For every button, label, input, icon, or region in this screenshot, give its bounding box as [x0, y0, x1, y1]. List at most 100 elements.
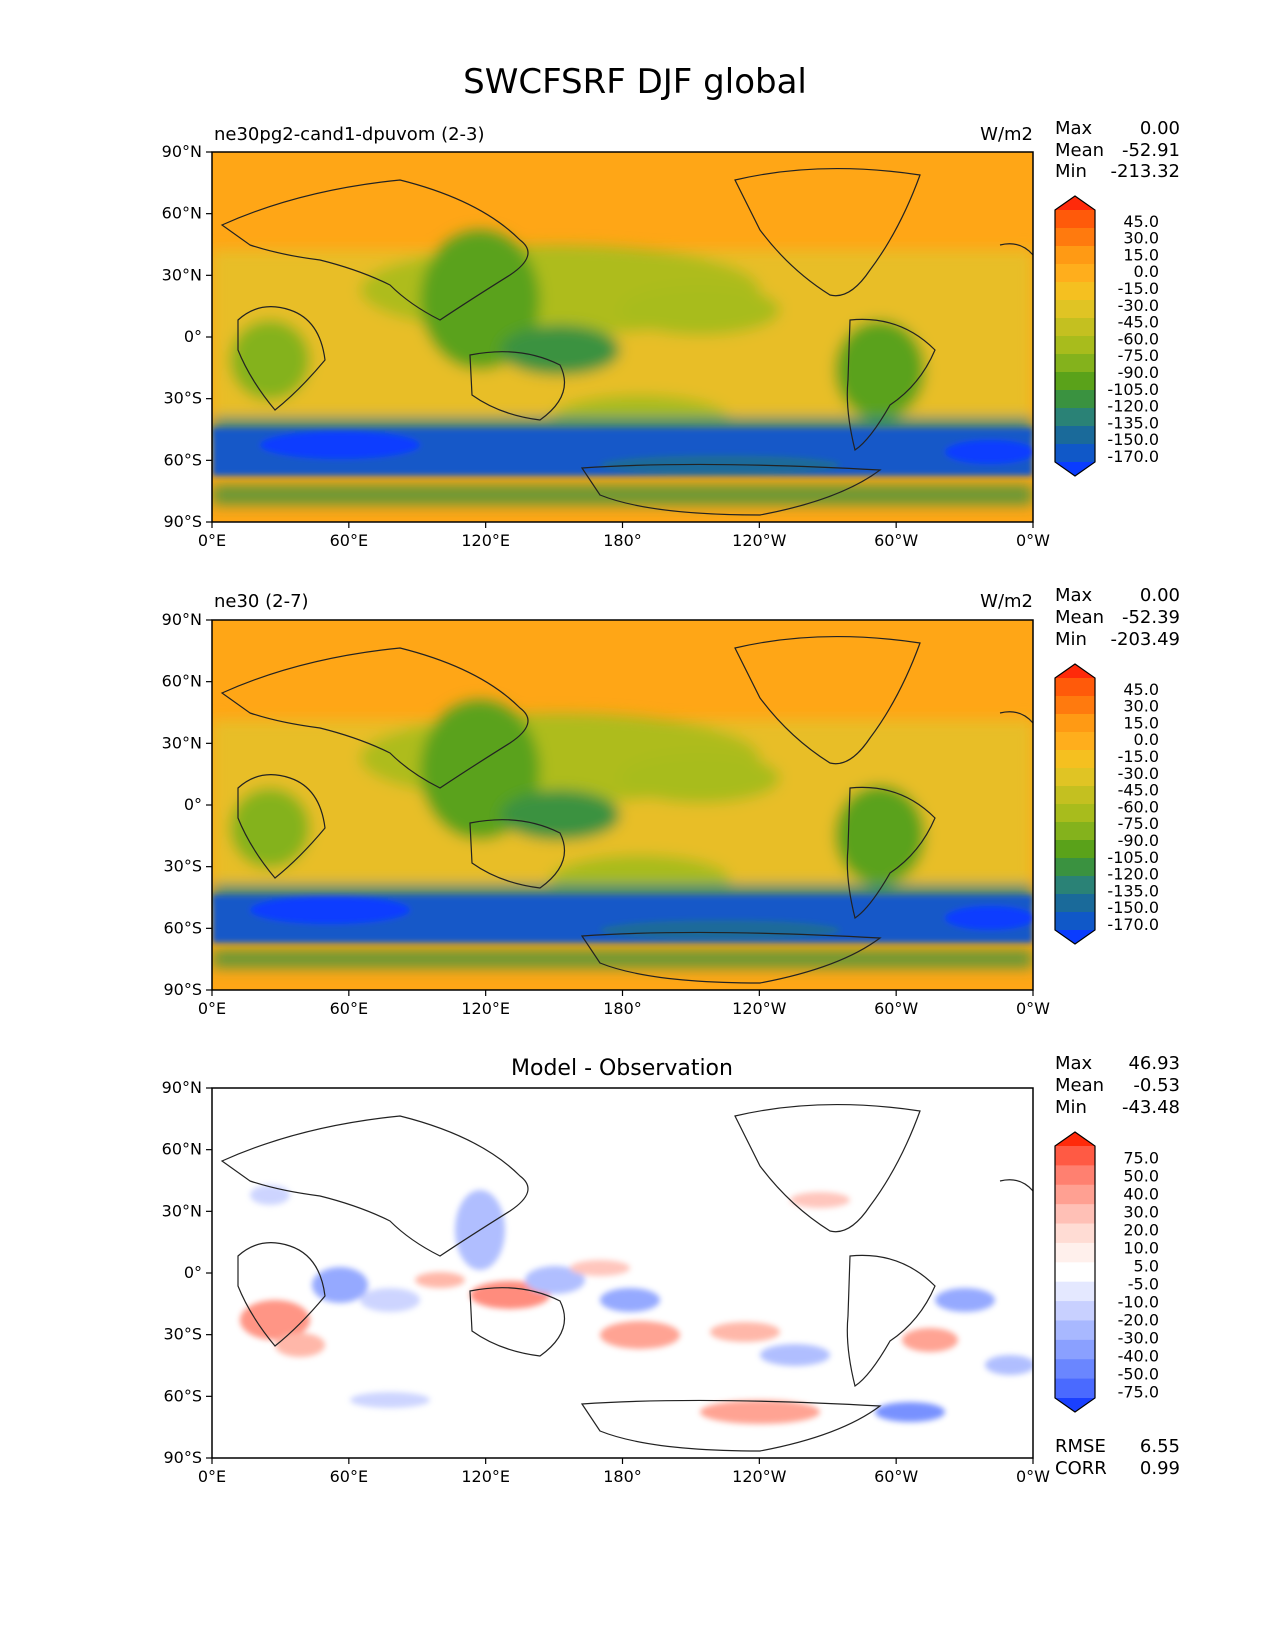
- colorbar-label: -170.0: [1107, 447, 1159, 466]
- panel-1-colorbar: 45.030.015.00.0-15.0-30.0-45.0-60.0-75.0…: [1054, 195, 1159, 477]
- y-tick-label: 90°S: [163, 980, 202, 999]
- panel-3-stat-corr-label: CORR: [1055, 1458, 1107, 1479]
- panel-2-stat-min-label: Min: [1055, 629, 1087, 650]
- y-tick-label: 60°S: [163, 1386, 202, 1405]
- panel-3-axes: 0°E 60°E 120°E 180° 120°W 60°W 0°W 90°N 60°N 30°N…: [162, 1078, 1051, 1486]
- colorbar-label: -15.0: [1118, 747, 1159, 766]
- colorbar-swatch: [1055, 444, 1095, 463]
- panel-3-stats: Max 46.93 Mean -0.53 Min -43.48 RMSE 6.5…: [1055, 1053, 1180, 1479]
- panel-2-colorbar: 45.030.015.00.0-15.0-30.0-45.0-60.0-75.0…: [1054, 663, 1159, 945]
- panel-3: Model - Observation: [211, 1053, 1180, 1479]
- y-tick-label: 60°N: [162, 1140, 202, 1159]
- y-tick-label: 90°S: [163, 1448, 202, 1467]
- colorbar-label: -30.0: [1118, 1329, 1159, 1348]
- y-tick-label: 0°: [184, 1263, 202, 1282]
- y-tick-label: 60°S: [163, 918, 202, 937]
- panel-1-stat-max-label: Max: [1055, 118, 1093, 139]
- colorbar-swatch: [1055, 1378, 1095, 1399]
- colorbar-label: -135.0: [1107, 413, 1159, 432]
- panel-2-coastlines: [220, 635, 1033, 984]
- panel-2-stat-mean-value: -52.39: [1122, 607, 1180, 628]
- colorbar-extend-bottom: [1055, 1398, 1095, 1412]
- axes-layer: 0°E 60°E 120°E 180° 120°W 60°W 0°W 90°N 60°N 30°N…: [162, 142, 1051, 1486]
- colorbar-label: -120.0: [1107, 397, 1159, 416]
- colorbar-label: -120.0: [1107, 865, 1159, 884]
- colorbar-swatch: [1055, 750, 1095, 769]
- panel-3-stat-rmse-label: RMSE: [1055, 1436, 1106, 1457]
- x-tick-label: 0°W: [1016, 531, 1050, 550]
- colorbar-label: 75.0: [1123, 1149, 1159, 1168]
- colorbar-label: -60.0: [1118, 797, 1159, 816]
- colorbar-layer: 45.030.015.00.0-15.0-30.0-45.0-60.0-75.0…: [1054, 195, 1159, 1413]
- colorbar-label: -30.0: [1118, 764, 1159, 783]
- colorbar-label: -90.0: [1118, 363, 1159, 382]
- colorbar-swatch: [1055, 1223, 1095, 1244]
- colorbar-label: 30.0: [1123, 697, 1159, 716]
- colorbar-swatch: [1055, 1359, 1095, 1380]
- colorbar-label: 40.0: [1123, 1185, 1159, 1204]
- x-tick-label: 60°E: [330, 1467, 368, 1486]
- panel-1-stat-max-value: 0.00: [1140, 118, 1180, 139]
- colorbar-label: -135.0: [1107, 881, 1159, 900]
- figure-title: SWCFSRF DJF global: [463, 62, 807, 102]
- y-tick-label: 0°: [184, 795, 202, 814]
- colorbar-extend-top: [1055, 196, 1095, 210]
- x-tick-label: 60°W: [874, 999, 918, 1018]
- x-tick-label: 60°E: [330, 999, 368, 1018]
- colorbar-label: -75.0: [1118, 814, 1159, 833]
- colorbar-swatch: [1055, 1242, 1095, 1263]
- y-tick-label: 90°S: [163, 512, 202, 531]
- x-tick-label: 60°W: [874, 1467, 918, 1486]
- colorbar-label: -105.0: [1107, 380, 1159, 399]
- panel-1-map: [212, 152, 1033, 522]
- y-tick-label: 30°S: [163, 389, 202, 408]
- colorbar-swatch: [1055, 1339, 1095, 1360]
- x-tick-label: 0°E: [198, 1467, 226, 1486]
- colorbar-label: -170.0: [1107, 915, 1159, 934]
- colorbar-swatch: [1055, 372, 1095, 391]
- panel-3-stat-mean-label: Mean: [1055, 1075, 1104, 1096]
- panel-1-stat-mean-value: -52.91: [1122, 140, 1180, 161]
- colorbar-label: -150.0: [1107, 430, 1159, 449]
- y-tick-label: 90°N: [162, 142, 202, 161]
- colorbar-label: 0.0: [1134, 730, 1159, 749]
- x-tick-label: 60°E: [330, 531, 368, 550]
- panel-1-stat-min-label: Min: [1055, 161, 1087, 182]
- colorbar-swatch: [1055, 876, 1095, 895]
- colorbar-swatch: [1055, 786, 1095, 805]
- panel-2-stat-max-value: 0.00: [1140, 585, 1180, 606]
- colorbar-extend-top: [1055, 1132, 1095, 1146]
- colorbar-swatch: [1055, 894, 1095, 913]
- colorbar-label: -60.0: [1118, 329, 1159, 348]
- colorbar-outline: [1054, 663, 1096, 945]
- colorbar-swatch: [1055, 300, 1095, 319]
- colorbar-label: 45.0: [1123, 212, 1159, 231]
- panel-3-coastlines: [220, 1103, 1033, 1452]
- colorbar-label: 30.0: [1123, 229, 1159, 248]
- colorbar-swatch: [1055, 1184, 1095, 1205]
- colorbar-label: -45.0: [1118, 781, 1159, 800]
- panel-1-coastlines: [220, 167, 1033, 516]
- colorbar-label: 50.0: [1123, 1167, 1159, 1186]
- colorbar-label: -75.0: [1118, 346, 1159, 365]
- colorbar-swatch: [1055, 678, 1095, 697]
- colorbar-label: 10.0: [1123, 1239, 1159, 1258]
- y-tick-label: 30°N: [162, 1201, 202, 1220]
- colorbar-swatch: [1055, 1301, 1095, 1321]
- colorbar-swatch: [1055, 822, 1095, 841]
- colorbar-swatch: [1055, 732, 1095, 751]
- x-tick-label: 120°W: [732, 999, 787, 1018]
- panel-1-units: W/m2: [980, 124, 1033, 145]
- x-tick-label: 0°E: [198, 999, 226, 1018]
- x-tick-label: 0°W: [1016, 999, 1050, 1018]
- colorbar-swatch: [1055, 318, 1095, 337]
- panel-3-map: [212, 1088, 1033, 1458]
- panel-3-stat-min-value: -43.48: [1122, 1097, 1180, 1118]
- colorbar-swatch: [1055, 1262, 1095, 1283]
- panel-3-stat-corr-value: 0.99: [1140, 1458, 1180, 1479]
- panel-3-stat-max-value: 46.93: [1128, 1053, 1180, 1074]
- colorbar-outline: [1054, 195, 1096, 477]
- colorbar-label: -50.0: [1118, 1365, 1159, 1384]
- colorbar-label: 20.0: [1123, 1221, 1159, 1240]
- panel-2-axes: 0°E 60°E 120°E 180° 120°W 60°W 0°W 90°N 60°N 30°N…: [162, 610, 1051, 1018]
